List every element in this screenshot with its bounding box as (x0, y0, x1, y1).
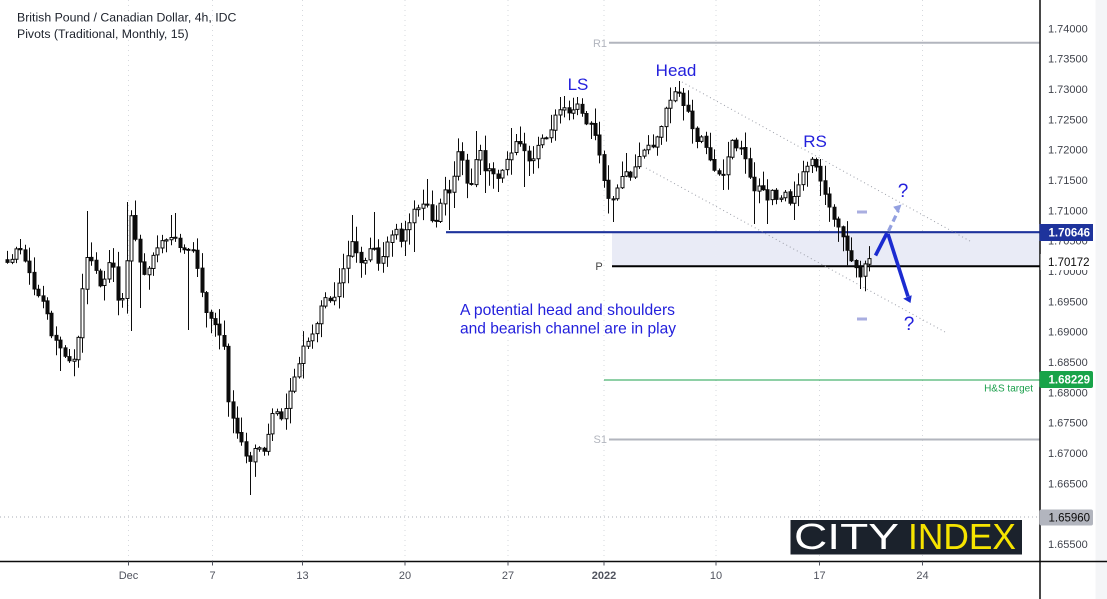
svg-text:27: 27 (502, 570, 514, 582)
svg-text:1.67500: 1.67500 (1048, 418, 1088, 430)
svg-text:1.66500: 1.66500 (1048, 478, 1088, 490)
svg-text:1.68229: 1.68229 (1049, 375, 1091, 387)
svg-text:RS: RS (803, 132, 827, 151)
svg-text:1.65500: 1.65500 (1048, 539, 1088, 551)
svg-text:S1: S1 (594, 434, 607, 446)
svg-text:13: 13 (296, 570, 308, 582)
svg-text:P: P (595, 261, 602, 273)
svg-text:1.65960: 1.65960 (1049, 513, 1091, 525)
svg-text:10: 10 (710, 570, 722, 582)
svg-text:1.74000: 1.74000 (1048, 23, 1088, 35)
svg-text:1.68000: 1.68000 (1048, 387, 1088, 399)
svg-text:?: ? (904, 314, 915, 335)
svg-text:1.71000: 1.71000 (1048, 205, 1088, 217)
svg-text:1.69000: 1.69000 (1048, 327, 1088, 339)
svg-text:and bearish channel are in pla: and bearish channel are in play (460, 321, 676, 338)
svg-text:1.70172: 1.70172 (1048, 257, 1090, 269)
svg-text:Pivots (Traditional, Monthly,: Pivots (Traditional, Monthly, 15) (17, 27, 189, 41)
svg-text:1.72000: 1.72000 (1048, 145, 1088, 157)
svg-text:1.72500: 1.72500 (1048, 114, 1088, 126)
svg-text:1.70646: 1.70646 (1049, 228, 1091, 240)
svg-text:?: ? (898, 181, 909, 202)
svg-text:R1: R1 (593, 38, 607, 50)
svg-text:Head: Head (656, 61, 697, 80)
svg-text:20: 20 (399, 570, 411, 582)
svg-text:1.71500: 1.71500 (1048, 175, 1088, 187)
svg-text:A potential head and shoulders: A potential head and shoulders (460, 302, 675, 319)
svg-text:1.73000: 1.73000 (1048, 84, 1088, 96)
svg-text:INDEX: INDEX (908, 516, 1016, 557)
svg-text:17: 17 (813, 570, 825, 582)
svg-text:LS: LS (568, 75, 589, 94)
svg-text:CITY: CITY (794, 516, 899, 557)
svg-text:H&S target: H&S target (984, 384, 1033, 395)
svg-text:7: 7 (209, 570, 215, 582)
svg-text:1.69500: 1.69500 (1048, 296, 1088, 308)
svg-text:1.68500: 1.68500 (1048, 357, 1088, 369)
svg-text:Dec: Dec (119, 570, 139, 582)
svg-text:2022: 2022 (592, 570, 616, 582)
svg-text:24: 24 (916, 570, 928, 582)
svg-text:1.67000: 1.67000 (1048, 448, 1088, 460)
svg-text:1.73500: 1.73500 (1048, 54, 1088, 66)
svg-text:British Pound / Canadian Dolla: British Pound / Canadian Dollar, 4h, IDC (17, 11, 237, 25)
